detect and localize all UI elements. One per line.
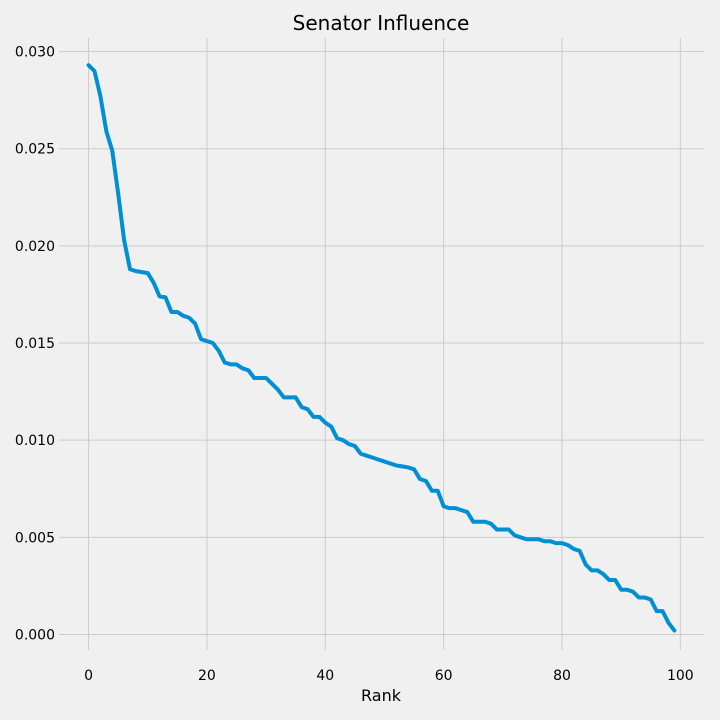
x-axis-label: Rank xyxy=(361,686,402,705)
y-gridlines xyxy=(59,51,704,635)
influence-series-line xyxy=(86,63,677,633)
y-tick-label: 0.015 xyxy=(15,336,55,352)
y-tick-label: 0.030 xyxy=(15,45,55,61)
y-tick-label: 0.000 xyxy=(15,627,55,643)
x-tick-label: 100 xyxy=(667,668,694,684)
x-tick-labels: 0 20 40 60 80 100 xyxy=(84,668,694,684)
y-tick-label: 0.020 xyxy=(15,239,55,255)
x-tick-label: 40 xyxy=(316,668,334,684)
x-tick-label: 60 xyxy=(435,668,453,684)
y-tick-label: 0.025 xyxy=(15,142,55,158)
y-tick-label: 0.005 xyxy=(15,530,55,546)
chart-title: Senator Influence xyxy=(293,11,470,35)
series-group xyxy=(86,63,677,633)
y-tick-label: 0.010 xyxy=(15,433,55,449)
x-tick-label: 80 xyxy=(553,668,571,684)
x-tick-label: 20 xyxy=(198,668,216,684)
x-gridlines xyxy=(88,38,681,650)
x-tick-label: 0 xyxy=(84,668,93,684)
y-tick-labels: 0.000 0.005 0.010 0.015 0.020 0.025 0.030 xyxy=(15,45,55,644)
